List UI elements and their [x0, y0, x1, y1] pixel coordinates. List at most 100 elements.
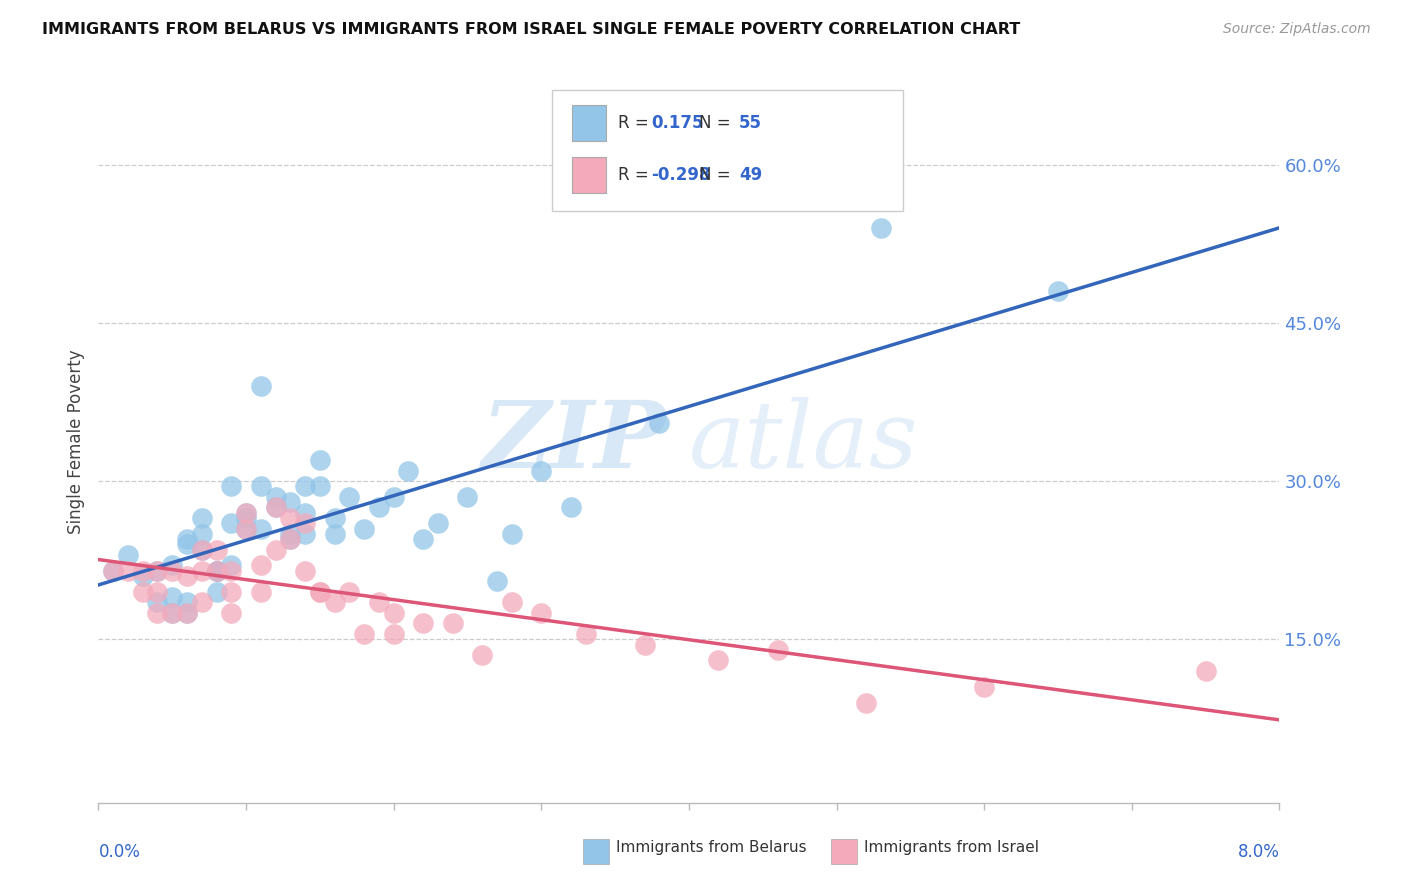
Point	[205, 564, 228, 578]
Point	[250, 379, 273, 393]
Point	[221, 564, 243, 578]
Point	[205, 585, 228, 599]
Point	[575, 627, 598, 641]
Point	[294, 564, 316, 578]
Point	[132, 585, 155, 599]
Point	[353, 522, 375, 536]
Point	[973, 680, 995, 694]
Text: Source: ZipAtlas.com: Source: ZipAtlas.com	[1223, 22, 1371, 37]
Point	[294, 479, 316, 493]
Text: 0.175: 0.175	[651, 113, 704, 132]
Point	[235, 506, 257, 520]
Point	[634, 638, 657, 652]
Point	[264, 500, 287, 515]
Point	[176, 606, 198, 620]
Text: N =: N =	[699, 167, 735, 185]
Point	[353, 627, 375, 641]
Point	[235, 511, 257, 525]
Point	[486, 574, 509, 589]
Text: -0.298: -0.298	[651, 167, 711, 185]
Point	[412, 616, 434, 631]
Point	[103, 564, 125, 578]
Point	[132, 564, 155, 578]
Point	[235, 522, 257, 536]
Point	[191, 511, 214, 525]
Point	[412, 532, 434, 546]
Point	[280, 532, 302, 546]
Point	[191, 542, 214, 557]
Text: 0.0%: 0.0%	[98, 843, 141, 861]
Point	[176, 532, 198, 546]
Point	[191, 595, 214, 609]
Point	[766, 643, 789, 657]
Point	[280, 511, 302, 525]
Point	[264, 490, 287, 504]
Text: R =: R =	[617, 113, 654, 132]
Point	[205, 564, 228, 578]
Text: Immigrants from Belarus: Immigrants from Belarus	[616, 840, 806, 855]
Point	[132, 569, 155, 583]
Point	[191, 564, 214, 578]
Point	[501, 526, 523, 541]
Point	[294, 506, 316, 520]
Point	[191, 526, 214, 541]
Point	[235, 506, 257, 520]
Point	[368, 500, 391, 515]
Point	[162, 606, 183, 620]
Point	[162, 558, 183, 573]
Point	[870, 221, 893, 235]
Text: Immigrants from Israel: Immigrants from Israel	[863, 840, 1039, 855]
Point	[250, 479, 273, 493]
Point	[530, 464, 553, 478]
FancyBboxPatch shape	[831, 838, 856, 864]
Point	[162, 606, 183, 620]
Point	[176, 537, 198, 551]
Point	[250, 522, 273, 536]
Point	[103, 564, 125, 578]
Text: N =: N =	[699, 113, 735, 132]
Point	[221, 585, 243, 599]
Point	[235, 522, 257, 536]
Point	[648, 416, 671, 430]
Point	[205, 564, 228, 578]
Point	[162, 590, 183, 604]
Text: IMMIGRANTS FROM BELARUS VS IMMIGRANTS FROM ISRAEL SINGLE FEMALE POVERTY CORRELAT: IMMIGRANTS FROM BELARUS VS IMMIGRANTS FR…	[42, 22, 1021, 37]
Point	[309, 585, 332, 599]
Point	[457, 490, 479, 504]
Point	[530, 606, 553, 620]
Point	[471, 648, 494, 662]
Point	[309, 453, 332, 467]
Point	[264, 542, 287, 557]
Point	[146, 564, 169, 578]
Point	[280, 532, 302, 546]
Point	[323, 595, 346, 609]
Point	[382, 627, 405, 641]
Point	[441, 616, 464, 631]
Point	[309, 585, 332, 599]
Point	[176, 569, 198, 583]
Point	[221, 516, 243, 531]
Point	[427, 516, 450, 531]
Point	[339, 585, 361, 599]
Point	[250, 585, 273, 599]
Point	[146, 595, 169, 609]
Point	[146, 606, 169, 620]
FancyBboxPatch shape	[582, 838, 609, 864]
Point	[309, 479, 332, 493]
Point	[1046, 284, 1070, 298]
Point	[368, 595, 391, 609]
Point	[855, 696, 877, 710]
Y-axis label: Single Female Poverty: Single Female Poverty	[66, 350, 84, 533]
Text: R =: R =	[617, 167, 654, 185]
Point	[146, 564, 169, 578]
Point	[560, 500, 582, 515]
Point	[323, 511, 346, 525]
Point	[382, 490, 405, 504]
Text: ZIP: ZIP	[481, 397, 665, 486]
Point	[117, 564, 139, 578]
Point	[264, 500, 287, 515]
Point	[501, 595, 523, 609]
Point	[323, 526, 346, 541]
Text: 49: 49	[740, 167, 762, 185]
Point	[176, 595, 198, 609]
